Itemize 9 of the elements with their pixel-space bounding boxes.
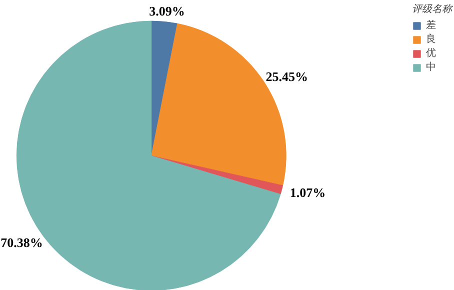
data-label: 3.09% (149, 3, 185, 18)
legend-label: 差 (426, 19, 437, 32)
legend-label: 良 (426, 32, 437, 46)
legend-label: 中 (426, 60, 437, 74)
legend-label: 优 (426, 47, 437, 60)
data-label: 70.38% (0, 235, 43, 250)
legend-title: 评级名称 (412, 3, 452, 16)
data-label: 25.45% (266, 68, 308, 84)
data-label: 1.07% (290, 185, 326, 200)
